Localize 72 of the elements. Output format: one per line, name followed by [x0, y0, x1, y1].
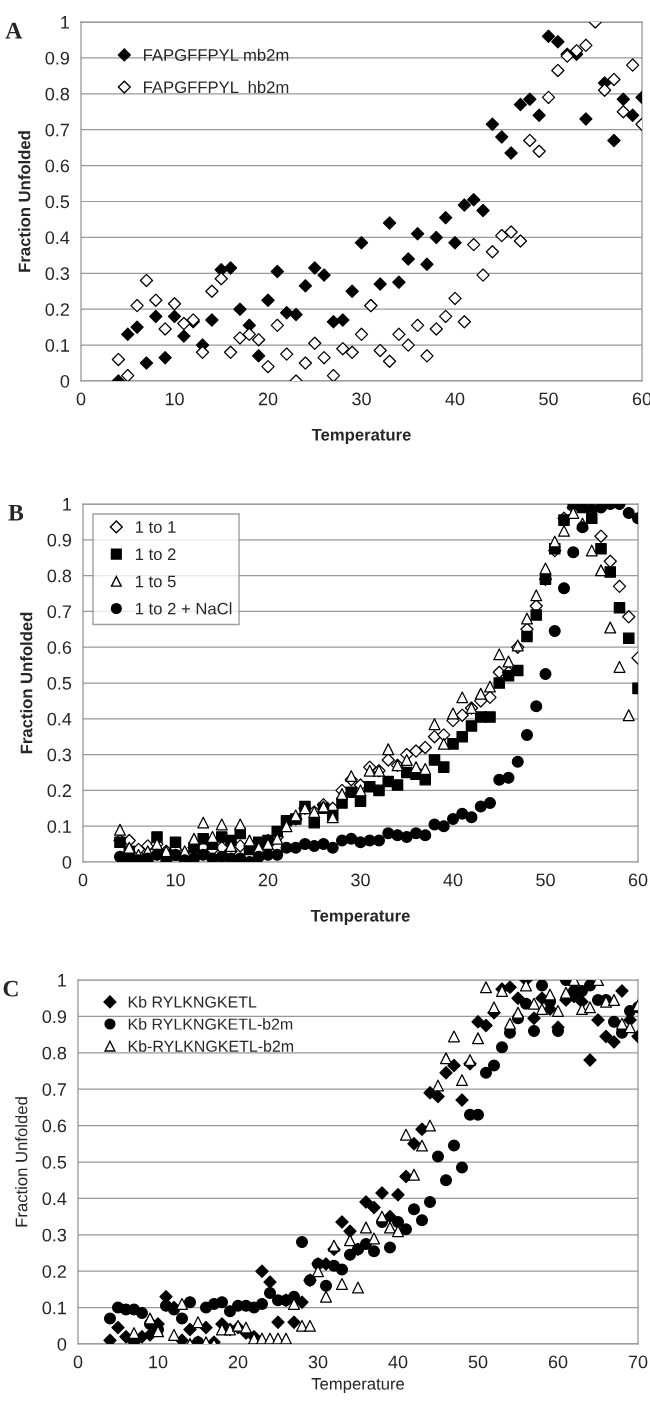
y-tick-label: 0	[60, 374, 70, 388]
x-tick-label: 20	[228, 1355, 248, 1369]
x-axis-title: Temperature	[311, 1378, 405, 1394]
legend-label: 1 to 5	[135, 575, 176, 588]
x-tick-label: 0	[76, 392, 86, 406]
y-tick-label: 0.5	[42, 1155, 67, 1169]
y-tick-label: 0	[62, 855, 72, 869]
legend-label: Kb RYLKNGKETL-b2m	[128, 1018, 293, 1030]
legend-label: 1 to 2 + NaCl	[135, 602, 232, 615]
y-tick-label: 1	[58, 974, 67, 987]
y-tick-label: 0.8	[47, 569, 72, 583]
y-tick-label: 1	[61, 16, 70, 29]
legend-label: Kb RYLKNGKETL	[128, 995, 257, 1008]
y-tick-label: 0.2	[45, 303, 69, 316]
chart-title: B	[8, 504, 24, 521]
y-tick-label: 0.8	[45, 87, 70, 101]
y-tick-label: 0.5	[45, 195, 70, 209]
x-tick-label: 40	[388, 1355, 408, 1369]
x-tick-label: 40	[445, 392, 465, 406]
x-tick-label: 20	[258, 873, 278, 887]
legend-label: FAPGFFPYL hb2m	[144, 80, 289, 94]
x-tick-label: 10	[149, 1355, 168, 1369]
y-tick-label: 1	[63, 498, 72, 511]
y-tick-label: 0.3	[45, 267, 70, 281]
x-tick-label: 0	[78, 873, 88, 887]
chart-title: C	[3, 980, 18, 997]
x-axis-title: Temperature	[311, 429, 411, 444]
y-tick-label: 0.3	[47, 748, 72, 762]
x-tick-label: 60	[548, 1355, 568, 1369]
y-tick-label: 0.7	[42, 1083, 66, 1096]
x-tick-label: 30	[351, 873, 370, 887]
y-tick-label: 0.6	[42, 1119, 67, 1133]
y-axis-title: Fraction Unfolded	[18, 131, 31, 272]
y-tick-label: 0.2	[42, 1265, 66, 1278]
y-tick-label: 0.5	[47, 676, 72, 690]
y-tick-label: 0.9	[45, 51, 70, 65]
x-tick-label: 50	[536, 873, 555, 887]
y-tick-label: 0.6	[47, 641, 72, 654]
legend-label: 1 to 2	[135, 548, 176, 561]
x-tick-label: 10	[166, 873, 185, 887]
y-tick-label: 0.4	[42, 1192, 67, 1206]
y-tick-label: 0.1	[47, 820, 72, 833]
legend-label: Kb-RYLKNGKETL-b2m	[128, 1040, 294, 1052]
x-tick-label: 60	[628, 873, 648, 887]
y-tick-label: 0.8	[42, 1046, 67, 1060]
y-axis-title: Fraction Unfolded	[15, 1097, 28, 1227]
y-tick-label: 0.4	[47, 712, 72, 726]
chart-title: A	[5, 22, 23, 39]
x-tick-label: 30	[352, 392, 371, 406]
x-tick-label: 50	[539, 392, 558, 406]
y-tick-label: 0.6	[45, 159, 70, 173]
x-tick-label: 0	[73, 1355, 83, 1369]
x-tick-label: 10	[165, 392, 184, 406]
y-tick-label: 0.2	[47, 784, 71, 798]
x-axis-title: Temperature	[310, 910, 410, 925]
y-tick-label: 0.7	[45, 123, 69, 137]
y-tick-label: 0.3	[42, 1228, 67, 1242]
x-tick-label: 20	[258, 392, 278, 406]
x-tick-label: 40	[443, 873, 463, 887]
y-tick-label: 0.1	[45, 339, 70, 352]
y-tick-label: 0.4	[45, 231, 70, 245]
legend-label: FAPGFFPYL mb2m	[144, 48, 289, 61]
y-tick-label: 0.1	[42, 1301, 67, 1315]
y-tick-label: 0.9	[47, 533, 72, 547]
x-tick-label: 70	[628, 1355, 648, 1369]
legend-label: 1 to 1	[135, 521, 176, 533]
y-tick-label: 0	[57, 1337, 67, 1351]
y-axis-title: Fraction Unfolded	[20, 612, 33, 754]
x-tick-label: 50	[468, 1355, 488, 1369]
y-tick-label: 0.7	[47, 605, 71, 619]
x-tick-label: 30	[308, 1355, 328, 1369]
y-tick-label: 0.9	[42, 1010, 67, 1024]
